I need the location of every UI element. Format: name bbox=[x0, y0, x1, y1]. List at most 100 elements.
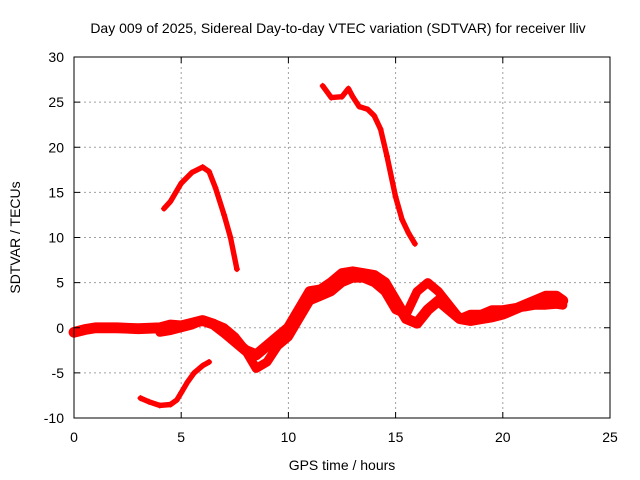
series-line bbox=[320, 83, 418, 247]
data-point-marker bbox=[199, 164, 206, 171]
data-point-marker bbox=[414, 288, 421, 295]
data-point-marker bbox=[296, 315, 303, 322]
data-point-marker bbox=[553, 293, 560, 300]
data-point-marker bbox=[424, 306, 431, 313]
data-point-marker bbox=[467, 311, 474, 318]
data-point-marker bbox=[339, 270, 345, 277]
x-tick-label: 10 bbox=[281, 429, 297, 445]
series-main-band-b bbox=[155, 273, 568, 373]
data-point-marker bbox=[345, 85, 352, 92]
data-point-marker bbox=[356, 103, 363, 110]
data-point-marker bbox=[146, 398, 153, 405]
data-point-marker bbox=[339, 279, 345, 286]
data-point-marker bbox=[173, 396, 180, 403]
data-point-marker bbox=[306, 297, 313, 304]
x-tick-label: 15 bbox=[388, 429, 404, 445]
data-point-marker bbox=[253, 351, 260, 358]
data-point-marker bbox=[435, 288, 442, 295]
data-point-marker bbox=[167, 327, 174, 334]
data-point-marker bbox=[405, 229, 412, 236]
y-axis-title: SDTVAR / TECUs bbox=[7, 181, 23, 293]
data-point-marker bbox=[446, 302, 453, 309]
data-point-marker bbox=[489, 306, 496, 313]
data-point-marker bbox=[188, 169, 195, 176]
data-point-marker bbox=[559, 302, 566, 309]
data-point-marker bbox=[381, 279, 388, 286]
data-point-marker bbox=[178, 180, 185, 187]
data-point-marker bbox=[178, 324, 185, 331]
data-point-marker bbox=[231, 333, 238, 340]
data-point-marker bbox=[489, 313, 496, 320]
data-point-marker bbox=[349, 93, 356, 100]
x-tick-label: 5 bbox=[177, 429, 185, 445]
data-point-marker bbox=[399, 216, 406, 223]
data-point-marker bbox=[371, 112, 378, 119]
data-point-marker bbox=[253, 365, 260, 372]
data-point-marker bbox=[274, 342, 281, 349]
data-point-marker bbox=[227, 234, 234, 241]
gridlines bbox=[74, 57, 610, 418]
data-point-marker bbox=[531, 302, 538, 309]
data-series bbox=[68, 82, 569, 409]
y-tick-label: 25 bbox=[48, 94, 64, 110]
data-point-marker bbox=[199, 362, 206, 369]
data-point-marker bbox=[167, 198, 174, 205]
data-point-marker bbox=[92, 324, 99, 331]
y-tick-label: 30 bbox=[48, 49, 64, 65]
data-point-marker bbox=[188, 322, 195, 329]
data-point-marker bbox=[371, 272, 378, 279]
data-point-marker bbox=[319, 82, 326, 89]
data-point-marker bbox=[328, 279, 335, 286]
data-point-marker bbox=[349, 275, 356, 282]
x-tick-label: 0 bbox=[70, 429, 78, 445]
data-point-marker bbox=[263, 342, 270, 349]
data-point-marker bbox=[328, 94, 335, 101]
data-point-marker bbox=[542, 293, 549, 300]
y-tick-label: 15 bbox=[48, 184, 64, 200]
data-point-marker bbox=[178, 389, 185, 396]
chart-title: Day 009 of 2025, Sidereal Day-to-day VTE… bbox=[90, 20, 585, 36]
y-tick-label: -10 bbox=[44, 410, 64, 426]
data-point-marker bbox=[371, 279, 378, 286]
data-point-marker bbox=[553, 301, 560, 308]
data-point-marker bbox=[542, 302, 549, 309]
x-tick-label: 25 bbox=[602, 429, 618, 445]
data-point-marker bbox=[285, 333, 292, 340]
data-point-marker bbox=[210, 320, 217, 327]
data-point-marker bbox=[478, 311, 485, 318]
data-point-marker bbox=[184, 378, 191, 385]
data-point-marker bbox=[206, 168, 213, 175]
ticks: 0 5 10 15 20 25 -10 -5 0 5 10 15 20 25 30 bbox=[44, 49, 618, 445]
data-point-marker bbox=[306, 288, 313, 295]
data-point-marker bbox=[392, 193, 399, 200]
series-line bbox=[137, 359, 212, 409]
data-point-marker bbox=[339, 93, 345, 100]
data-point-marker bbox=[317, 293, 324, 300]
y-tick-label: 0 bbox=[56, 320, 64, 336]
data-point-marker bbox=[384, 153, 391, 160]
data-point-marker bbox=[156, 402, 163, 409]
data-point-marker bbox=[377, 126, 384, 133]
data-point-marker bbox=[328, 288, 335, 295]
data-point-marker bbox=[263, 359, 270, 366]
series-line bbox=[161, 164, 240, 272]
data-point-marker bbox=[521, 303, 528, 310]
y-tick-label: -5 bbox=[52, 365, 65, 381]
data-point-marker bbox=[212, 184, 219, 191]
data-point-marker bbox=[221, 211, 228, 218]
data-point-marker bbox=[191, 369, 198, 376]
data-point-marker bbox=[392, 306, 399, 313]
y-tick-label: 5 bbox=[56, 275, 64, 291]
data-point-marker bbox=[364, 106, 371, 113]
data-point-marker bbox=[167, 401, 174, 408]
data-point-marker bbox=[414, 320, 421, 327]
data-point-marker bbox=[403, 311, 410, 318]
data-point-marker bbox=[113, 324, 120, 331]
data-point-marker bbox=[206, 359, 213, 366]
data-point-marker bbox=[360, 275, 367, 282]
data-point-marker bbox=[161, 205, 168, 212]
data-point-marker bbox=[242, 347, 249, 354]
data-point-marker bbox=[135, 325, 142, 332]
x-axis-title: GPS time / hours bbox=[289, 457, 396, 473]
